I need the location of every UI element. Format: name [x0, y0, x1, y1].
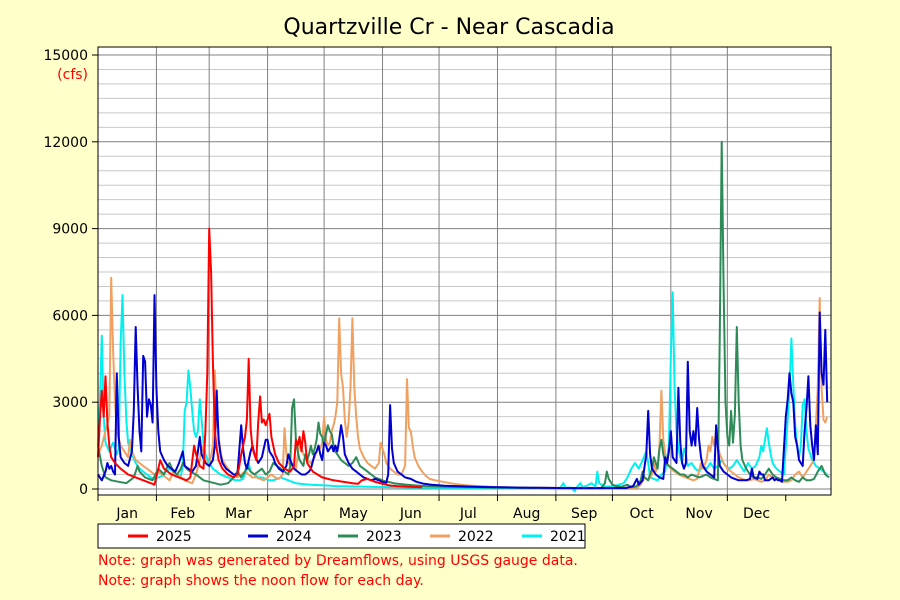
series-line-2024 — [97, 294, 829, 490]
y-tick-label: 6000 — [52, 308, 88, 324]
y-tick-label: 0 — [79, 482, 88, 498]
x-tick-label: Jun — [399, 506, 422, 522]
legend-label-2025: 2025 — [156, 529, 192, 545]
y-tick-label: 12000 — [43, 135, 88, 151]
series-line-2025 — [97, 227, 423, 489]
series-line-2021 — [97, 291, 828, 493]
series-lines — [97, 140, 830, 493]
x-tick-label: Mar — [225, 506, 252, 522]
x-tick-label: Nov — [685, 506, 712, 522]
x-tick-label: Dec — [743, 506, 770, 522]
y-tick-label: 9000 — [52, 222, 88, 238]
note-generated-by: Note: graph was generated by Dreamflows,… — [98, 553, 578, 569]
note-noon-flow: Note: graph shows the noon flow for each… — [98, 573, 424, 589]
legend-label-2023: 2023 — [366, 529, 402, 545]
legend-label-2024: 2024 — [276, 529, 312, 545]
x-tick-label: May — [339, 506, 368, 522]
legend: 2025 2024 2023 2022 2021 — [97, 523, 586, 549]
x-tick-label: Oct — [630, 506, 655, 522]
x-tick-label: Apr — [284, 506, 308, 522]
y-axis-unit: (cfs) — [57, 67, 88, 83]
y-tick-label: 3000 — [52, 395, 88, 411]
x-tick-label: Sep — [571, 506, 598, 522]
axes: 0 3000 6000 9000 12000 15000 Jan Feb Mar Apr May Ju… — [43, 46, 832, 522]
chart-title: Quartzville Cr - Near Cascadia — [283, 15, 614, 40]
plot-frame — [97, 46, 832, 496]
legend-label-2022: 2022 — [458, 529, 494, 545]
y-tick-label: 15000 — [43, 48, 88, 64]
plot-area — [98, 47, 831, 495]
x-tick-label: Aug — [513, 506, 540, 522]
x-tick-label: Jul — [459, 506, 477, 522]
x-tick-label: Jan — [115, 506, 138, 522]
legend-label-2021: 2021 — [550, 529, 586, 545]
x-tick-label: Feb — [170, 506, 195, 522]
